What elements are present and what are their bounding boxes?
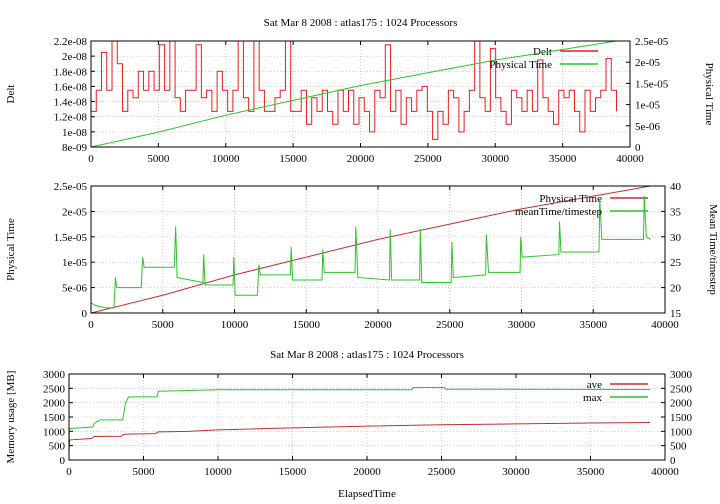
y2-axis-label: Physical Time — [703, 63, 715, 126]
x-tick-label: 35000 — [577, 466, 605, 478]
y-tick-label: 3000 — [43, 369, 66, 381]
y2-tick-label: 20 — [670, 283, 682, 295]
series-line-physical-time — [90, 40, 617, 148]
x-tick-label: 20000 — [364, 319, 392, 331]
y-tick-label: 2500 — [43, 383, 66, 395]
x-tick-label: 30000 — [508, 319, 536, 331]
y-tick-label: 2.5e-05 — [54, 181, 88, 193]
x-tick-label: 5000 — [147, 153, 170, 165]
x-tick-label: 10000 — [221, 319, 249, 331]
chart-panel-3: 0 5000 10000 15000 20000 25000 30000 35000 40000… — [5, 349, 693, 500]
y2-tick-label: 1000 — [670, 426, 693, 438]
x-tick-label: 0 — [88, 153, 94, 165]
legend-label: meanTime/timestep — [515, 206, 602, 218]
y-tick-label: 2e-08 — [62, 51, 88, 63]
x-tick-label: 35000 — [549, 153, 577, 165]
y2-tick-label: 1.5e-05 — [635, 78, 669, 90]
y-tick-label: 1.6e-08 — [54, 81, 88, 93]
y-axis-label: Delt — [5, 85, 17, 104]
y-tick-label: 500 — [49, 441, 66, 453]
x-tick-label: 25000 — [436, 319, 464, 331]
y-tick-label: 1.4e-08 — [54, 97, 88, 109]
y2-tick-label: 1500 — [670, 412, 693, 424]
y2-tick-label: 500 — [670, 441, 687, 453]
x-tick-label: 30000 — [502, 466, 530, 478]
y-tick-label: 1.5e-05 — [54, 232, 88, 244]
y-tick-label: 1.2e-08 — [54, 112, 88, 124]
y-axis-label: Physical Time — [5, 218, 17, 281]
legend-label: Physical Time — [539, 193, 602, 205]
x-tick-label: 15000 — [293, 319, 321, 331]
x-tick-label: 25000 — [414, 153, 442, 165]
x-tick-label: 15000 — [279, 466, 307, 478]
y-tick-label: 2.2e-08 — [54, 36, 88, 48]
chart-title: Sat Mar 8 2008 : atlas175 : 1024 Process… — [264, 17, 458, 29]
chart-panel-2: 0 5000 10000 15000 20000 25000 30000 35000 40000… — [5, 181, 719, 331]
x-tick-label: 5000 — [133, 466, 156, 478]
legend-label: Physical Time — [489, 59, 552, 71]
plot-frame — [90, 40, 631, 148]
y2-tick-label: 1e-05 — [635, 100, 661, 112]
x-tick-label: 20000 — [347, 153, 375, 165]
x-tick-label: 30000 — [482, 153, 510, 165]
y-tick-label: 2e-05 — [62, 206, 88, 218]
y-tick-label: 1e-05 — [62, 257, 88, 269]
series-line-physical-time — [90, 185, 651, 314]
x-tick-label: 40000 — [651, 466, 679, 478]
y2-tick-label: 2500 — [670, 383, 693, 395]
y-tick-label: 5e-06 — [62, 283, 88, 295]
series-line-max — [68, 386, 651, 452]
y-tick-label: 1000 — [43, 426, 66, 438]
y2-tick-label: 15 — [670, 308, 682, 320]
x-tick-label: 10000 — [204, 466, 232, 478]
y2-tick-label: 30 — [670, 232, 682, 244]
plot-frame — [68, 373, 666, 461]
x-tick-label: 40000 — [651, 319, 679, 331]
x-tick-label: 10000 — [212, 153, 240, 165]
plot-frame — [90, 185, 666, 314]
y-tick-label: 0 — [60, 455, 66, 467]
y-tick-label: 1500 — [43, 412, 66, 424]
series-line-ave — [68, 421, 651, 452]
x-tick-label: 5000 — [152, 319, 175, 331]
x-tick-label: 40000 — [616, 153, 644, 165]
x-axis-label: ElapsedTime — [338, 488, 396, 500]
y2-axis-label: Mean Time/timestep — [707, 204, 719, 295]
y2-tick-label: 3000 — [670, 369, 693, 381]
x-tick-label: 20000 — [353, 466, 381, 478]
y2-tick-label: 35 — [670, 206, 682, 218]
x-tick-label: 0 — [66, 466, 72, 478]
y2-tick-label: 2e-05 — [635, 57, 661, 69]
chart-panel-1: 0 5000 10000 15000 20000 25000 30000 35000 40000… — [5, 17, 715, 165]
y-tick-label: 2000 — [43, 398, 66, 410]
x-tick-label: 25000 — [428, 466, 456, 478]
legend-label: ave — [587, 379, 602, 391]
series-line-meantime-timestep — [90, 196, 651, 309]
x-tick-label: 15000 — [279, 153, 307, 165]
y2-tick-label: 0 — [635, 142, 641, 154]
legend-label: max — [583, 392, 602, 404]
y2-tick-label: 25 — [670, 257, 682, 269]
y2-tick-label: 2.5e-05 — [635, 36, 669, 48]
x-tick-label: 0 — [88, 319, 94, 331]
y-tick-label: 8e-09 — [62, 142, 88, 154]
y-tick-label: 0 — [82, 308, 88, 320]
legend-label: Delt — [533, 46, 552, 58]
x-tick-label: 35000 — [580, 319, 608, 331]
y-tick-label: 1e-08 — [62, 127, 88, 139]
series-line-delt — [91, 40, 618, 140]
y2-tick-label: 5e-06 — [635, 121, 661, 133]
chart-title: Sat Mar 8 2008 : atlas175 : 1024 Process… — [270, 349, 464, 361]
y-tick-label: 1.8e-08 — [54, 66, 88, 78]
y2-tick-label: 2000 — [670, 398, 693, 410]
y-axis-label: Memory usage [MB] — [5, 371, 17, 464]
y2-tick-label: 40 — [670, 181, 682, 193]
y2-tick-label: 0 — [670, 455, 676, 467]
